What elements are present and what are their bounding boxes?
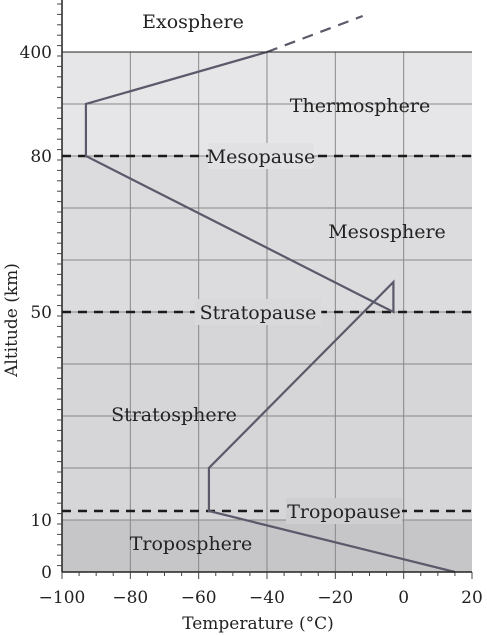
layer-label: Mesosphere — [328, 221, 446, 243]
x-tick-label: −60 — [181, 588, 217, 608]
boundary-label: Stratopause — [200, 302, 317, 324]
y-tick-label: 0 — [41, 563, 52, 583]
boundary-lines: Tropopause Stratopause Mesopause — [62, 143, 472, 524]
x-tick-label: −80 — [112, 588, 148, 608]
y-axis-title: Altitude (km) — [2, 263, 22, 378]
x-tick-label: −40 — [249, 588, 285, 608]
x-tick-label: −100 — [39, 588, 86, 608]
boundary-label-background — [208, 143, 314, 169]
layer-label: Stratosphere — [111, 404, 237, 426]
temperature-line — [84, 50, 456, 574]
y-tick-label: 10 — [30, 511, 52, 531]
layer-label: Troposphere — [130, 533, 253, 555]
y-tick-label: 50 — [30, 303, 52, 323]
temperature-line-extension — [266, 14, 364, 54]
temperature-profile — [84, 14, 456, 574]
boundary-label: Mesopause — [207, 146, 316, 168]
layer-band — [62, 0, 472, 52]
layer-labels: Troposphere Stratosphere Mesosphere Thermos… — [111, 11, 446, 555]
layer-label: Exosphere — [142, 11, 244, 33]
tick-labels: −100 −80 −60 −40 −20 0 20 0 10 50 80 400 — [20, 43, 483, 608]
layer-label: Thermosphere — [290, 95, 430, 117]
x-tick-label: 0 — [398, 588, 409, 608]
boundary-label: Tropopause — [287, 501, 401, 523]
axes — [57, 0, 473, 579]
boundary-label-background — [194, 299, 322, 325]
x-tick-label: 20 — [461, 588, 483, 608]
y-tick-label: 400 — [20, 43, 52, 63]
y-tick-label: 80 — [30, 147, 52, 167]
boundary-label-background — [286, 498, 402, 524]
x-axis-title: Temperature (°C) — [182, 614, 334, 634]
x-tick-label: −20 — [317, 588, 353, 608]
